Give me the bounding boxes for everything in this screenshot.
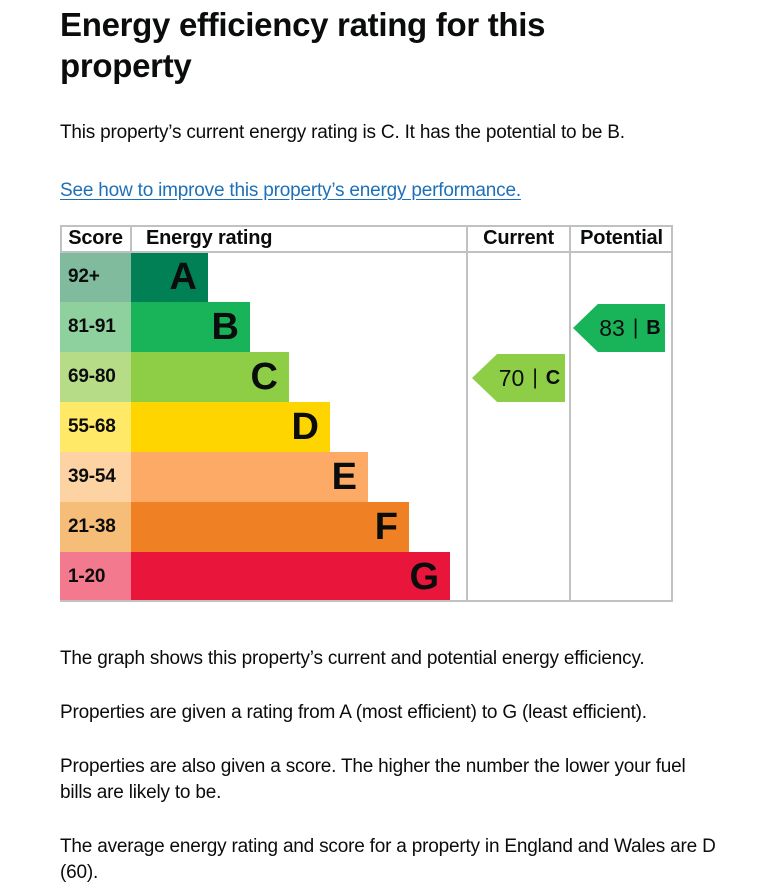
energy-rating-chart: Score Energy rating Current Potential 92…	[60, 225, 673, 602]
current-band-letter: C	[545, 366, 561, 389]
band-row-a: 92+ A	[60, 252, 450, 302]
potential-band-letter: B	[646, 316, 661, 339]
page-title: Energy efficiency rating for this proper…	[60, 6, 546, 84]
band-row-f: 21-38 F	[60, 502, 450, 552]
band-row-b: 81-91 B	[60, 302, 450, 352]
band-letter-e: E	[331, 456, 357, 498]
current-rating-arrow: 70 | C	[472, 354, 565, 402]
potential-score-separator: |	[632, 316, 639, 339]
potential-column-divider	[569, 225, 571, 602]
band-letter-c: C	[250, 356, 278, 398]
epc-page: Energy efficiency rating for this proper…	[0, 4, 762, 891]
band-bar-a: A	[131, 252, 208, 302]
band-score-range-c: 69-80	[60, 352, 131, 402]
band-bar-g: G	[131, 552, 450, 602]
score-column-divider	[130, 225, 132, 252]
chart-border-left	[60, 225, 62, 252]
rating-bands: 92+ A 81-91 B 69-80 C 55-68 D	[60, 252, 450, 602]
band-bar-b: B	[131, 302, 250, 352]
band-letter-d: D	[291, 406, 319, 448]
band-letter-g: G	[409, 556, 439, 598]
band-letter-f: F	[374, 506, 398, 548]
band-letter-b: B	[211, 306, 239, 348]
band-score-range-g: 1-20	[60, 552, 131, 602]
band-score-range-f: 21-38	[60, 502, 131, 552]
band-score-range-e: 39-54	[60, 452, 131, 502]
column-header-current: Current	[483, 227, 554, 249]
band-row-d: 55-68 D	[60, 402, 450, 452]
band-bar-c: C	[131, 352, 289, 402]
band-row-g: 1-20 G	[60, 552, 450, 602]
band-bar-f: F	[131, 502, 409, 552]
band-row-e: 39-54 E	[60, 452, 450, 502]
band-score-range-b: 81-91	[60, 302, 131, 352]
column-header-energy-rating: Energy rating	[146, 227, 273, 249]
band-score-range-d: 55-68	[60, 402, 131, 452]
explanation-graph: The graph shows this property’s current …	[60, 648, 645, 669]
current-score-value: 70	[498, 364, 525, 391]
chart-border-bottom	[60, 600, 673, 602]
chart-border-top	[60, 225, 673, 227]
chart-explanation: The graph shows this property’s current …	[60, 646, 722, 886]
column-header-potential: Potential	[580, 227, 663, 249]
explanation-average: The average energy rating and score for …	[60, 836, 716, 883]
chart-border-right	[671, 225, 673, 602]
band-score-range-a: 92+	[60, 252, 131, 302]
band-bar-d: D	[131, 402, 330, 452]
band-letter-a: A	[169, 256, 197, 298]
improve-performance-link[interactable]: See how to improve this property’s energ…	[60, 180, 521, 201]
current-score-separator: |	[532, 366, 538, 389]
potential-rating-arrow: 83 | B	[573, 304, 665, 352]
chart-header-divider	[60, 251, 673, 253]
explanation-score: Properties are also given a score. The h…	[60, 756, 686, 803]
rating-summary-text: This property’s current energy rating is…	[60, 122, 625, 143]
current-column-divider	[466, 225, 468, 602]
explanation-rating-scale: Properties are given a rating from A (mo…	[60, 702, 647, 723]
column-header-score: Score	[68, 227, 123, 249]
chart-header-row: Score Energy rating Current Potential	[60, 225, 673, 252]
band-bar-e: E	[131, 452, 368, 502]
band-row-c: 69-80 C	[60, 352, 450, 402]
potential-score-value: 83	[599, 314, 625, 341]
